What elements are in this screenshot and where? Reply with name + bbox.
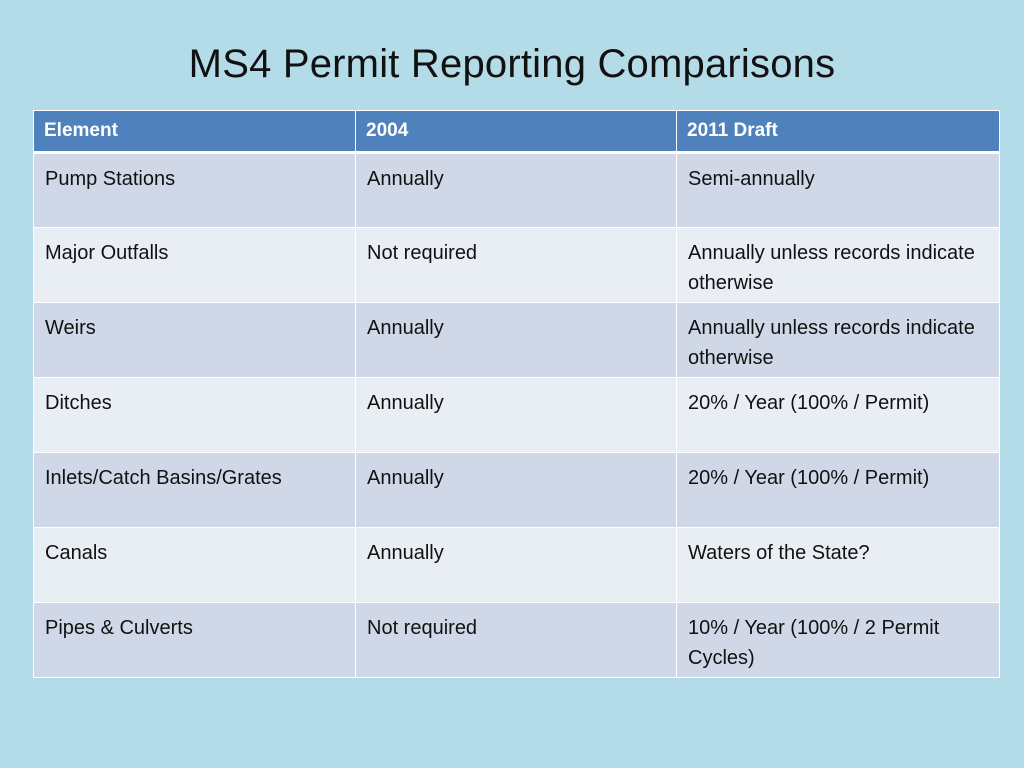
cell-2004: Annually xyxy=(355,152,677,228)
cell-2004: Not required xyxy=(355,227,677,303)
cell-element: Weirs xyxy=(33,302,356,378)
cell-2004: Annually xyxy=(355,302,677,378)
cell-element: Canals xyxy=(33,527,356,603)
cell-2004: Not required xyxy=(355,602,677,678)
slide-title: MS4 Permit Reporting Comparisons xyxy=(188,42,836,86)
cell-element: Inlets/Catch Basins/Grates xyxy=(33,452,356,528)
header-2011-draft: 2011 Draft xyxy=(676,110,1000,154)
cell-2011-draft: Annually unless records indicate otherwi… xyxy=(676,302,1000,378)
cell-2011-draft: Semi-annually xyxy=(676,152,1000,228)
cell-2011-draft: Annually unless records indicate otherwi… xyxy=(676,227,1000,303)
table-row: Canals Annually Waters of the State? xyxy=(33,527,1000,603)
cell-2011-draft: 20% / Year (100% / Permit) xyxy=(676,377,1000,453)
cell-element: Major Outfalls xyxy=(33,227,356,303)
cell-element: Ditches xyxy=(33,377,356,453)
table-row: Weirs Annually Annually unless records i… xyxy=(33,302,1000,378)
table-row: Ditches Annually 20% / Year (100% / Perm… xyxy=(33,377,1000,453)
header-2004: 2004 xyxy=(355,110,677,154)
table-row: Pump Stations Annually Semi-annually xyxy=(33,152,1000,228)
cell-2004: Annually xyxy=(355,452,677,528)
cell-2004: Annually xyxy=(355,377,677,453)
header-element: Element xyxy=(33,110,356,154)
table-row: Major Outfalls Not required Annually unl… xyxy=(33,227,1000,303)
table-header-row: Element 2004 2011 Draft xyxy=(33,110,1000,154)
cell-2011-draft: 20% / Year (100% / Permit) xyxy=(676,452,1000,528)
table-row: Inlets/Catch Basins/Grates Annually 20% … xyxy=(33,452,1000,528)
cell-element: Pipes & Culverts xyxy=(33,602,356,678)
table-row: Pipes & Culverts Not required 10% / Year… xyxy=(33,602,1000,678)
cell-element: Pump Stations xyxy=(33,152,356,228)
cell-2011-draft: Waters of the State? xyxy=(676,527,1000,603)
cell-2011-draft: 10% / Year (100% / 2 Permit Cycles) xyxy=(676,602,1000,678)
comparison-table: Element 2004 2011 Draft Pump Stations An… xyxy=(33,110,1000,678)
cell-2004: Annually xyxy=(355,527,677,603)
